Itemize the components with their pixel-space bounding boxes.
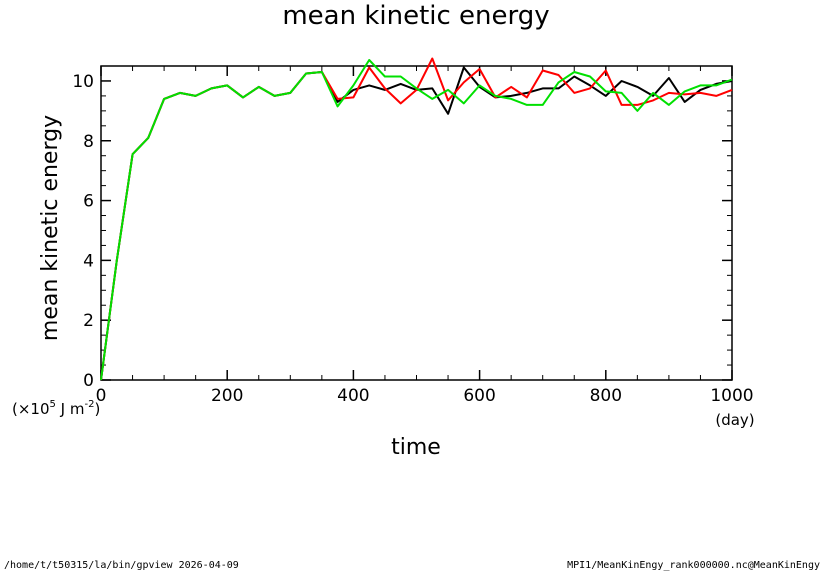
x-tick-label: 400 [337,386,369,406]
footer-left: /home/t/t50315/la/bin/gpview 2026-04-09 [4,560,239,571]
y-unit-part-3: ) [94,400,100,418]
y-axis-unit: (×105 J m-2) [12,399,100,418]
x-tick-label: 600 [463,386,495,406]
y-tick-label: 6 [83,192,94,212]
footer-right: MPI1/MeanKinEngy_rank000000.nc@MeanKinEn… [567,560,820,571]
x-tick-label: 0 [96,386,107,406]
y-unit-exponent-2: -2 [84,399,94,410]
x-tick-label: 800 [590,386,622,406]
plot-area: 0 200 400 600 800 1000 0 2 4 6 8 10 [72,57,754,406]
x-tick-label: 1000 [710,386,753,406]
y-tick-label: 10 [72,72,94,92]
y-unit-exponent-1: 5 [50,399,56,410]
series-line-1 [100,66,733,381]
y-tick-label: 8 [83,132,94,152]
y-unit-part-1: (×10 [12,400,50,418]
y-tick-label: 2 [83,311,94,331]
y-tick-label: 4 [83,251,94,271]
chart-title: mean kinetic energy [282,1,549,31]
x-tick-label: 200 [211,386,243,406]
y-tick-label: 0 [83,371,94,391]
plot-frame [100,65,733,381]
y-axis-label: mean kinetic energy [38,115,63,341]
series-line-3 [100,59,733,381]
x-axis-unit: (day) [715,411,754,429]
series-line-2 [100,57,733,381]
y-unit-part-2: J m [56,400,85,418]
x-axis-label: time [391,435,441,460]
